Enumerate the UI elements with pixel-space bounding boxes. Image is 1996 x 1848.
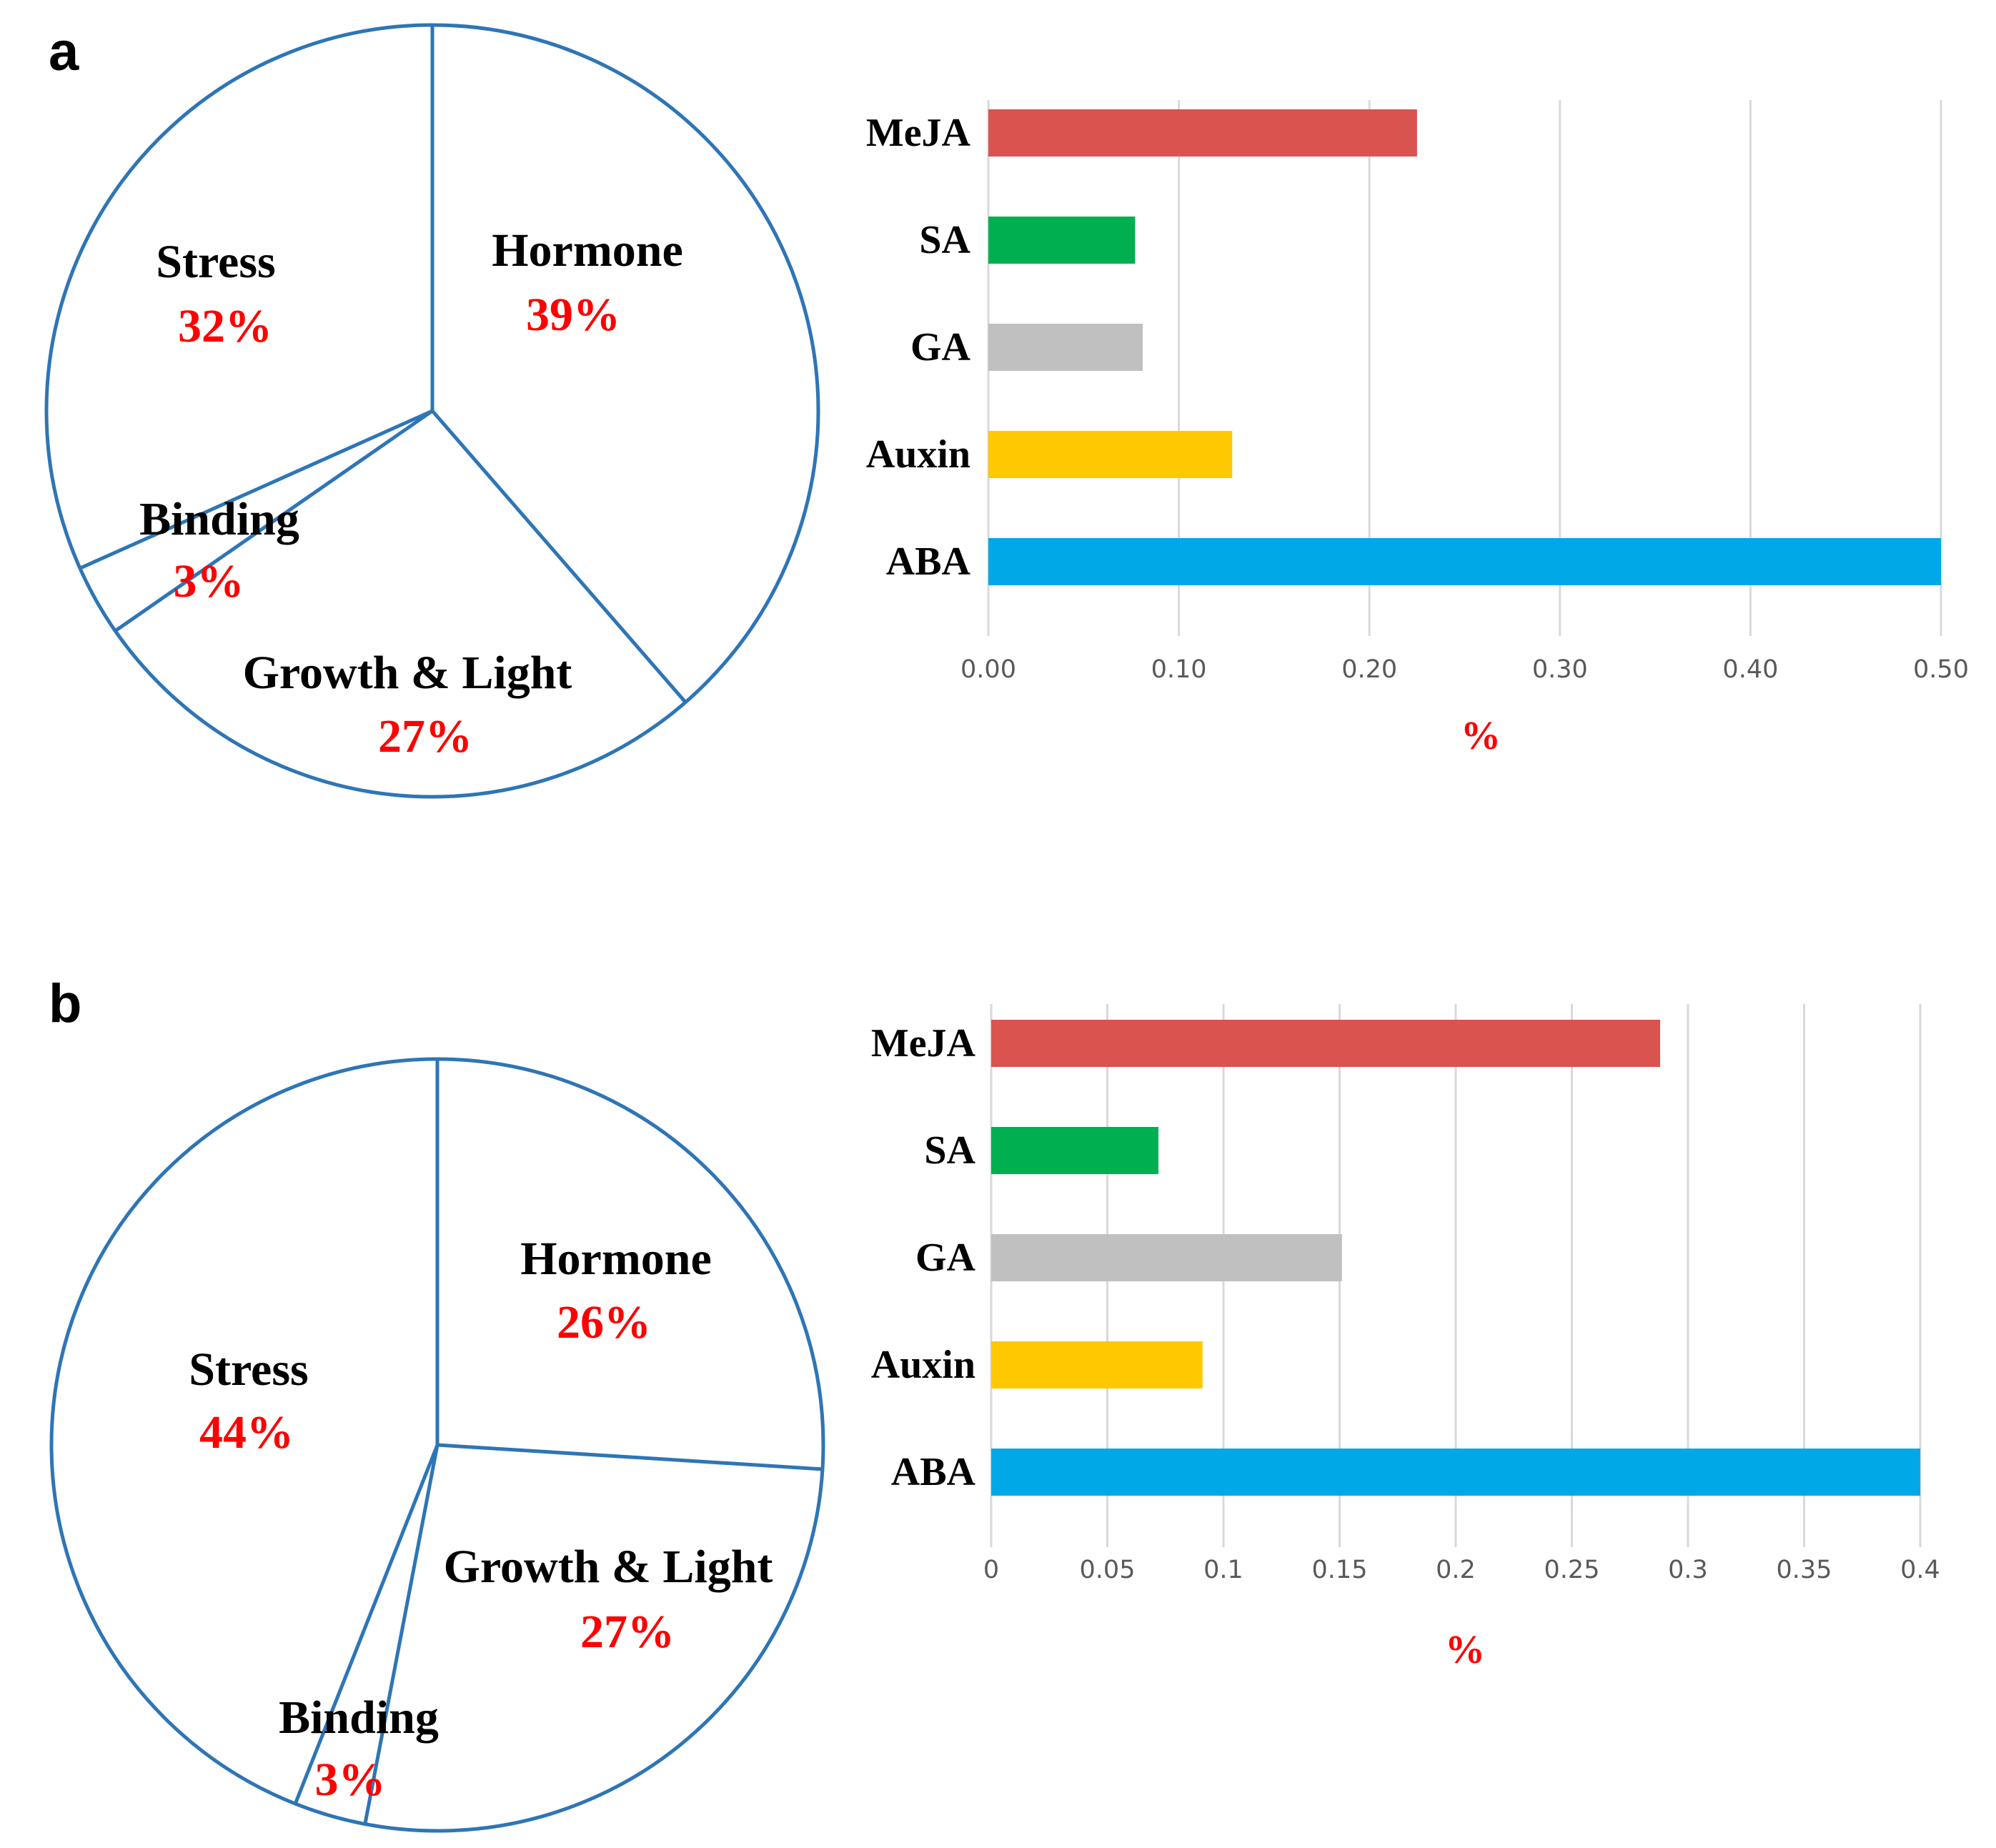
- bar-a-bar-aba: [988, 538, 1941, 585]
- bar-b-bar-meja: [991, 1020, 1660, 1067]
- bar-b-tick-label-5: 0.25: [1544, 1556, 1600, 1584]
- bar-a-bar-meja: [988, 109, 1417, 157]
- bar-a-bar-auxin: [988, 431, 1233, 478]
- bar-chart-b: % 0 0.05 0.1 0.15 0.2 0.25 0.3 0.35 0.4 MeJA SA GA A…: [871, 1004, 1940, 1672]
- pie-b-outline: [49, 1057, 825, 1833]
- pie-a-label-stress: Stress: [156, 236, 275, 288]
- pie-a-slice-edge-stress: [79, 409, 434, 570]
- pie-a-pct-hormone: 39%: [526, 289, 620, 341]
- bar-a-bar-sa: [988, 217, 1136, 264]
- bar-a-tick-label-4: 0.40: [1722, 655, 1778, 684]
- bar-b-xlabel: %: [1445, 1628, 1485, 1672]
- pie-chart-b: Hormone 26% Stress 44% Growth & Light 27…: [49, 1057, 825, 1833]
- bar-b-tick-label-3: 0.15: [1312, 1556, 1368, 1584]
- pie-b-slice-edge-stress: [293, 1444, 440, 1804]
- bar-b-bar-aba: [991, 1449, 1920, 1496]
- bar-b-bar-auxin: [991, 1341, 1203, 1389]
- pie-a-slice-edge-growth-light: [431, 409, 687, 704]
- pie-b-pct-stress: 44%: [199, 1406, 294, 1459]
- bar-b-tick-label-6: 0.3: [1668, 1556, 1708, 1584]
- bar-b-tick-label-7: 0.35: [1777, 1556, 1832, 1584]
- bar-b-tick-label-0: 0: [983, 1556, 999, 1584]
- panel-a: a Hormone 39% Stress 32% Binding 3% Grow…: [44, 21, 1969, 799]
- bar-b-category-meja: MeJA: [871, 1021, 976, 1065]
- pie-b-pct-growth-light: 27%: [580, 1606, 675, 1658]
- bar-a-category-auxin: Auxin: [866, 432, 970, 477]
- bar-a-tick-label-2: 0.20: [1341, 655, 1397, 684]
- bar-b-category-aba: ABA: [891, 1450, 976, 1494]
- bar-a-tick-label-1: 0.10: [1151, 655, 1207, 684]
- bar-a-category-meja: MeJA: [866, 111, 971, 155]
- bar-b-category-auxin: Auxin: [871, 1343, 975, 1387]
- bar-a-category-sa: SA: [919, 218, 970, 262]
- pie-a-label-binding: Binding: [139, 493, 299, 545]
- pie-a-label-hormone: Hormone: [492, 224, 683, 277]
- pie-b-label-hormone: Hormone: [520, 1233, 712, 1285]
- panel-letter-a: a: [49, 21, 79, 82]
- bar-b-tick-label-4: 0.2: [1436, 1556, 1476, 1584]
- bar-a-xlabel: %: [1461, 714, 1501, 758]
- pie-b-label-binding: Binding: [279, 1691, 439, 1744]
- pie-b-pct-hormone: 26%: [557, 1296, 651, 1348]
- pie-b-slice-edge-binding: [363, 1444, 440, 1824]
- bar-b-tick-label-1: 0.05: [1080, 1556, 1136, 1584]
- bar-a-tick-label-0: 0.00: [960, 655, 1016, 684]
- pie-a-pct-binding: 3%: [174, 555, 244, 607]
- bar-b-category-ga: GA: [915, 1236, 976, 1280]
- pie-a-slice-edge-binding: [114, 409, 434, 632]
- bar-b-bar-ga: [991, 1234, 1342, 1281]
- bar-a-category-ga: GA: [910, 325, 971, 369]
- bar-chart-a: % 0.00 0.10 0.20 0.30 0.40 0.50 MeJA SA GA Auxin A…: [866, 100, 1969, 758]
- pie-b-label-stress: Stress: [189, 1343, 308, 1396]
- pie-b-pct-binding: 3%: [315, 1754, 386, 1806]
- panel-letter-b: b: [49, 973, 81, 1034]
- bar-a-category-aba: ABA: [886, 540, 971, 584]
- bar-a-tick-label-3: 0.30: [1532, 655, 1588, 684]
- pie-b-slice-edge-growth-light: [437, 1443, 823, 1471]
- pie-chart-a: Hormone 39% Stress 32% Binding 3% Growth…: [44, 23, 820, 799]
- bar-a-bar-ga: [988, 324, 1143, 371]
- bar-b-tick-label-2: 0.1: [1203, 1556, 1243, 1584]
- bar-b-bar-sa: [991, 1127, 1158, 1174]
- pie-a-label-growth-light: Growth & Light: [243, 647, 572, 699]
- pie-b-label-growth-light: Growth & Light: [444, 1541, 773, 1593]
- bar-a-tick-label-5: 0.50: [1913, 655, 1969, 684]
- pie-a-pct-stress: 32%: [178, 300, 272, 352]
- pie-a-outline: [44, 23, 820, 799]
- bar-b-tick-label-8: 0.4: [1900, 1556, 1940, 1584]
- pie-a-pct-growth-light: 27%: [378, 710, 472, 762]
- bar-b-category-sa: SA: [924, 1128, 975, 1173]
- panel-b: b Hormone 26% Stress 44% Growth & Light …: [49, 973, 1940, 1833]
